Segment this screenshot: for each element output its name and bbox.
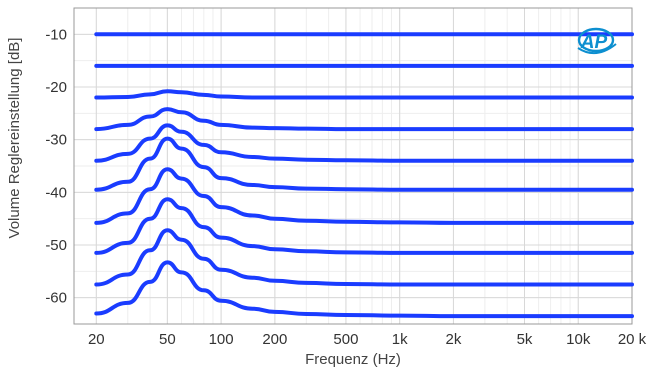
y-tick-label: -10: [45, 26, 67, 43]
x-tick-label: 200: [262, 331, 287, 348]
x-tick-label: 10k: [566, 331, 591, 348]
x-tick-label: 5k: [517, 331, 533, 348]
x-tick-label: 20 k: [618, 331, 647, 348]
series-line-3: [94, 89, 634, 100]
y-tick-label: -40: [45, 184, 67, 201]
series-line-6: [94, 136, 634, 192]
y-axis-title: Volume Reglereinstellung [dB]: [6, 38, 23, 239]
ap-logo-underline-icon: [577, 43, 617, 55]
y-tick-label: -60: [45, 290, 67, 307]
x-tick-label: 500: [333, 331, 358, 348]
plot-frame: [73, 7, 633, 325]
y-tick-label: -20: [45, 79, 67, 96]
series-line-5: [94, 123, 634, 163]
series-line-4: [94, 107, 634, 132]
ap-logo-text: AP: [580, 32, 608, 53]
x-tick-label: 100: [209, 331, 234, 348]
x-tick-label: 20: [88, 331, 105, 348]
x-tick-labels: 20 50 100 200 500 1k 2k 5k 10k 20 k: [88, 331, 647, 348]
ap-logo-swoosh-icon: [577, 27, 615, 53]
series-line-7: [94, 167, 634, 225]
x-tick-label: 50: [159, 331, 176, 348]
series-line-8: [94, 197, 634, 255]
series-group: [94, 32, 634, 319]
series-line-9: [94, 228, 634, 287]
ap-logo: AP: [577, 27, 617, 55]
y-tick-label: -30: [45, 132, 67, 149]
x-tick-label: 1k: [392, 331, 408, 348]
series-line-10: [94, 260, 634, 319]
x-axis-title: Frequenz (Hz): [305, 351, 401, 368]
y-tick-label: -50: [45, 237, 67, 254]
x-tick-label: 2k: [446, 331, 462, 348]
y-tick-labels: -10 -20 -30 -40 -50 -60: [45, 26, 67, 306]
